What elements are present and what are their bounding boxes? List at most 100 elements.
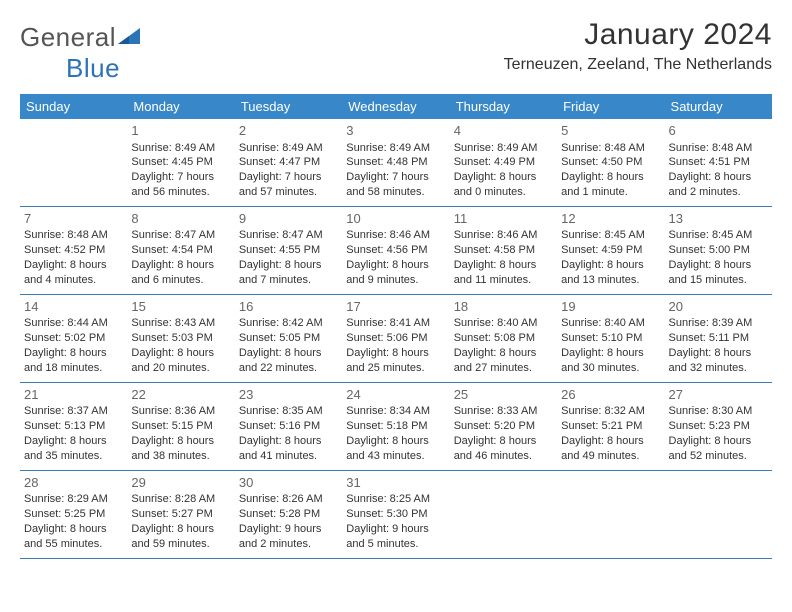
dayheader-thursday: Thursday — [450, 94, 557, 119]
dayheader-friday: Friday — [557, 94, 664, 119]
sunrise-text: Sunrise: 8:48 AM — [561, 141, 660, 156]
sunrise-text: Sunrise: 8:49 AM — [454, 141, 553, 156]
sunrise-text: Sunrise: 8:42 AM — [239, 316, 338, 331]
calendar-cell: 1Sunrise: 8:49 AMSunset: 4:45 PMDaylight… — [127, 119, 234, 206]
dayheader-sunday: Sunday — [20, 94, 127, 119]
day-number: 16 — [239, 298, 338, 316]
week-row: 1Sunrise: 8:49 AMSunset: 4:45 PMDaylight… — [20, 119, 772, 207]
dayheader-wednesday: Wednesday — [342, 94, 449, 119]
day-number: 21 — [24, 386, 123, 404]
day-number: 20 — [669, 298, 768, 316]
day-number: 24 — [346, 386, 445, 404]
day-number: 8 — [131, 210, 230, 228]
day-number: 13 — [669, 210, 768, 228]
sunrise-text: Sunrise: 8:39 AM — [669, 316, 768, 331]
sunrise-text: Sunrise: 8:25 AM — [346, 492, 445, 507]
day-number: 11 — [454, 210, 553, 228]
calendar-cell: 23Sunrise: 8:35 AMSunset: 5:16 PMDayligh… — [235, 383, 342, 470]
daylight-text: Daylight: 8 hours and 0 minutes. — [454, 170, 553, 200]
calendar-cell: 4Sunrise: 8:49 AMSunset: 4:49 PMDaylight… — [450, 119, 557, 206]
location: Terneuzen, Zeeland, The Netherlands — [504, 56, 772, 74]
calendar-cell: 15Sunrise: 8:43 AMSunset: 5:03 PMDayligh… — [127, 295, 234, 382]
sunset-text: Sunset: 5:06 PM — [346, 331, 445, 346]
day-number: 22 — [131, 386, 230, 404]
page-title: January 2024 — [504, 18, 772, 52]
day-number: 17 — [346, 298, 445, 316]
sunrise-text: Sunrise: 8:40 AM — [454, 316, 553, 331]
calendar-cell: 19Sunrise: 8:40 AMSunset: 5:10 PMDayligh… — [557, 295, 664, 382]
sunrise-text: Sunrise: 8:40 AM — [561, 316, 660, 331]
day-number: 3 — [346, 122, 445, 140]
sunset-text: Sunset: 4:55 PM — [239, 243, 338, 258]
daylight-text: Daylight: 7 hours and 56 minutes. — [131, 170, 230, 200]
sunrise-text: Sunrise: 8:46 AM — [454, 228, 553, 243]
daylight-text: Daylight: 8 hours and 38 minutes. — [131, 434, 230, 464]
sunrise-text: Sunrise: 8:41 AM — [346, 316, 445, 331]
sunset-text: Sunset: 5:03 PM — [131, 331, 230, 346]
calendar-cell: 11Sunrise: 8:46 AMSunset: 4:58 PMDayligh… — [450, 207, 557, 294]
calendar-cell: 31Sunrise: 8:25 AMSunset: 5:30 PMDayligh… — [342, 471, 449, 558]
day-number: 6 — [669, 122, 768, 140]
sunset-text: Sunset: 4:49 PM — [454, 155, 553, 170]
sunset-text: Sunset: 4:56 PM — [346, 243, 445, 258]
daylight-text: Daylight: 8 hours and 18 minutes. — [24, 346, 123, 376]
sunrise-text: Sunrise: 8:48 AM — [24, 228, 123, 243]
sunrise-text: Sunrise: 8:28 AM — [131, 492, 230, 507]
day-number: 31 — [346, 474, 445, 492]
sunset-text: Sunset: 4:59 PM — [561, 243, 660, 258]
day-number: 27 — [669, 386, 768, 404]
sunset-text: Sunset: 5:16 PM — [239, 419, 338, 434]
sunrise-text: Sunrise: 8:48 AM — [669, 141, 768, 156]
calendar-cell: 10Sunrise: 8:46 AMSunset: 4:56 PMDayligh… — [342, 207, 449, 294]
sunrise-text: Sunrise: 8:45 AM — [561, 228, 660, 243]
dayheader-monday: Monday — [127, 94, 234, 119]
calendar-cell: 13Sunrise: 8:45 AMSunset: 5:00 PMDayligh… — [665, 207, 772, 294]
calendar-cell: 26Sunrise: 8:32 AMSunset: 5:21 PMDayligh… — [557, 383, 664, 470]
week-row: 28Sunrise: 8:29 AMSunset: 5:25 PMDayligh… — [20, 471, 772, 559]
calendar-cell: 21Sunrise: 8:37 AMSunset: 5:13 PMDayligh… — [20, 383, 127, 470]
sunset-text: Sunset: 4:52 PM — [24, 243, 123, 258]
day-number: 30 — [239, 474, 338, 492]
day-number: 14 — [24, 298, 123, 316]
sunset-text: Sunset: 5:18 PM — [346, 419, 445, 434]
calendar-cell: 18Sunrise: 8:40 AMSunset: 5:08 PMDayligh… — [450, 295, 557, 382]
sunset-text: Sunset: 5:21 PM — [561, 419, 660, 434]
daylight-text: Daylight: 7 hours and 58 minutes. — [346, 170, 445, 200]
sunrise-text: Sunrise: 8:49 AM — [239, 141, 338, 156]
sunset-text: Sunset: 5:00 PM — [669, 243, 768, 258]
day-number: 26 — [561, 386, 660, 404]
daylight-text: Daylight: 8 hours and 55 minutes. — [24, 522, 123, 552]
day-number: 12 — [561, 210, 660, 228]
calendar-cell: 29Sunrise: 8:28 AMSunset: 5:27 PMDayligh… — [127, 471, 234, 558]
sunset-text: Sunset: 4:54 PM — [131, 243, 230, 258]
calendar-cell — [557, 471, 664, 558]
sunrise-text: Sunrise: 8:44 AM — [24, 316, 123, 331]
day-number: 7 — [24, 210, 123, 228]
sunset-text: Sunset: 5:10 PM — [561, 331, 660, 346]
day-number: 19 — [561, 298, 660, 316]
calendar-cell: 17Sunrise: 8:41 AMSunset: 5:06 PMDayligh… — [342, 295, 449, 382]
daylight-text: Daylight: 8 hours and 43 minutes. — [346, 434, 445, 464]
calendar-cell: 24Sunrise: 8:34 AMSunset: 5:18 PMDayligh… — [342, 383, 449, 470]
dayheader-row: SundayMondayTuesdayWednesdayThursdayFrid… — [20, 94, 772, 119]
sunrise-text: Sunrise: 8:47 AM — [131, 228, 230, 243]
daylight-text: Daylight: 8 hours and 32 minutes. — [669, 346, 768, 376]
sunset-text: Sunset: 5:30 PM — [346, 507, 445, 522]
daylight-text: Daylight: 8 hours and 20 minutes. — [131, 346, 230, 376]
sunset-text: Sunset: 5:25 PM — [24, 507, 123, 522]
daylight-text: Daylight: 8 hours and 52 minutes. — [669, 434, 768, 464]
sunset-text: Sunset: 4:45 PM — [131, 155, 230, 170]
sunset-text: Sunset: 5:05 PM — [239, 331, 338, 346]
day-number: 5 — [561, 122, 660, 140]
calendar-cell: 7Sunrise: 8:48 AMSunset: 4:52 PMDaylight… — [20, 207, 127, 294]
sunrise-text: Sunrise: 8:46 AM — [346, 228, 445, 243]
day-number: 2 — [239, 122, 338, 140]
daylight-text: Daylight: 8 hours and 4 minutes. — [24, 258, 123, 288]
sunset-text: Sunset: 4:50 PM — [561, 155, 660, 170]
calendar-cell: 30Sunrise: 8:26 AMSunset: 5:28 PMDayligh… — [235, 471, 342, 558]
calendar-cell: 5Sunrise: 8:48 AMSunset: 4:50 PMDaylight… — [557, 119, 664, 206]
sunrise-text: Sunrise: 8:49 AM — [131, 141, 230, 156]
calendar-cell: 20Sunrise: 8:39 AMSunset: 5:11 PMDayligh… — [665, 295, 772, 382]
daylight-text: Daylight: 8 hours and 2 minutes. — [669, 170, 768, 200]
day-number: 28 — [24, 474, 123, 492]
